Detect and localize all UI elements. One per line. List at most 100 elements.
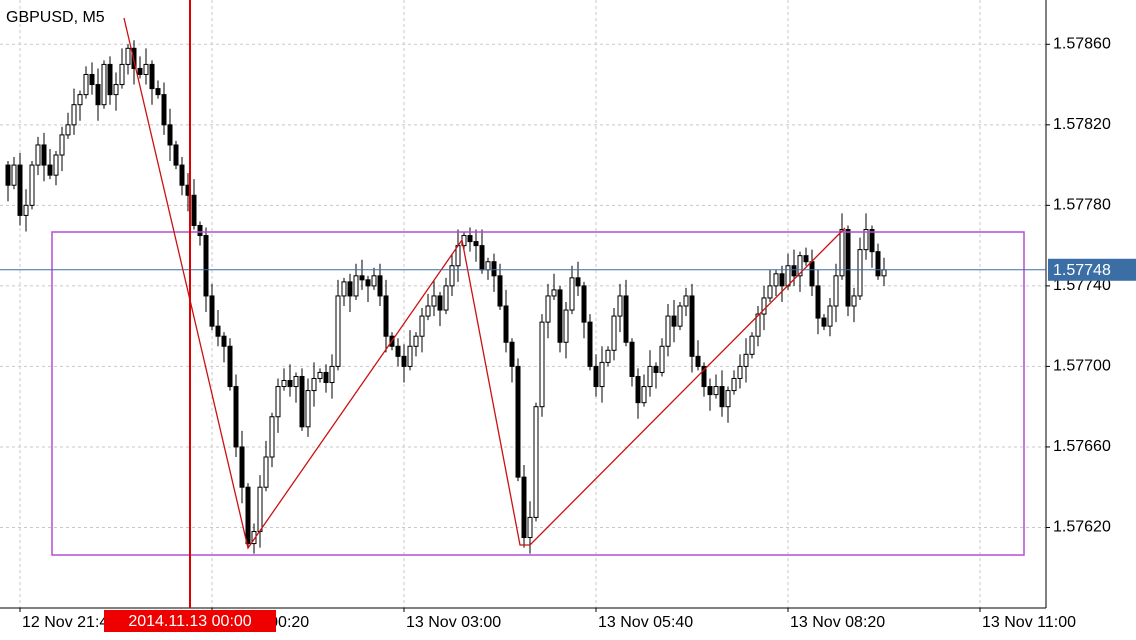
candle-body bbox=[701, 365, 707, 388]
y-tick-label: 1.57660 bbox=[1053, 438, 1111, 455]
candle-body bbox=[413, 335, 419, 347]
candle-body bbox=[653, 365, 659, 373]
candle-body bbox=[275, 386, 281, 418]
candle-body bbox=[689, 295, 695, 357]
candle-body bbox=[137, 67, 143, 75]
x-tick-label: 13 Nov 11:00 bbox=[982, 614, 1076, 631]
candle-body bbox=[293, 375, 299, 388]
candle-body bbox=[761, 297, 767, 315]
candle-body bbox=[551, 289, 557, 297]
candle-body bbox=[371, 275, 377, 287]
candle-body bbox=[563, 309, 569, 343]
candle-body bbox=[473, 241, 479, 247]
candle-body bbox=[179, 164, 185, 186]
candle-body bbox=[629, 341, 635, 377]
candle-body bbox=[311, 377, 317, 392]
x-tick-label: 12 Nov 21:40 bbox=[22, 614, 117, 631]
candle-body bbox=[449, 265, 455, 287]
x-tick-label: 13 Nov 08:20 bbox=[790, 614, 885, 631]
candle-body bbox=[509, 341, 515, 367]
candle-body bbox=[365, 279, 371, 287]
candle-body bbox=[245, 486, 251, 545]
candle-body bbox=[227, 345, 233, 388]
candle-body bbox=[143, 63, 149, 75]
candle-body bbox=[779, 273, 785, 287]
candle-body bbox=[77, 94, 83, 106]
candle-body bbox=[875, 251, 881, 277]
candle-body bbox=[407, 345, 413, 367]
candle-body bbox=[173, 144, 179, 166]
candle-body bbox=[29, 164, 35, 206]
candle-body bbox=[341, 281, 347, 297]
candle-body bbox=[17, 164, 23, 216]
candle-body bbox=[377, 275, 383, 297]
candle-body bbox=[359, 275, 365, 281]
candle-body bbox=[263, 456, 269, 488]
candle-body bbox=[815, 285, 821, 319]
candle-body bbox=[569, 277, 575, 311]
candle-body bbox=[737, 365, 743, 379]
candle-body bbox=[383, 295, 389, 337]
candle-body bbox=[269, 416, 275, 458]
candle-body bbox=[347, 281, 353, 297]
candle-body bbox=[287, 380, 293, 388]
candle-body bbox=[497, 275, 503, 307]
candle-body bbox=[401, 355, 407, 367]
candle-body bbox=[479, 245, 485, 271]
candle-body bbox=[809, 261, 815, 287]
candle-body bbox=[305, 390, 311, 428]
x-tick-label: 13 Nov 03:00 bbox=[406, 614, 501, 631]
candle-body bbox=[821, 317, 827, 327]
candle-body bbox=[503, 305, 509, 343]
candles bbox=[5, 40, 887, 554]
candle-body bbox=[53, 154, 59, 176]
candle-body bbox=[767, 285, 773, 299]
y-tick-label: 1.57620 bbox=[1053, 519, 1111, 536]
candle-body bbox=[281, 380, 287, 388]
x-tick-label: 13 Nov 05:40 bbox=[598, 614, 693, 631]
candle-body bbox=[419, 315, 425, 337]
y-tick-label: 1.57700 bbox=[1053, 358, 1111, 375]
candle-body bbox=[839, 229, 845, 277]
candle-body bbox=[773, 273, 779, 287]
candle-body bbox=[515, 365, 521, 478]
candle-body bbox=[857, 249, 863, 297]
candle-body bbox=[797, 255, 803, 277]
candle-body bbox=[671, 315, 677, 327]
range-rectangle bbox=[51, 231, 1025, 556]
candle-body bbox=[707, 386, 713, 396]
chart-title: GBPUSD, M5 bbox=[6, 9, 105, 26]
y-tick-label: 1.57820 bbox=[1053, 116, 1111, 133]
candle-body bbox=[611, 315, 617, 351]
candle-body bbox=[23, 204, 29, 216]
candle-body bbox=[35, 144, 41, 166]
candle-body bbox=[443, 285, 449, 311]
candle-body bbox=[851, 295, 857, 307]
candle-body bbox=[581, 285, 587, 323]
candle-body bbox=[191, 194, 197, 226]
candle-body bbox=[215, 325, 221, 337]
candle-body bbox=[155, 88, 161, 96]
candle-body bbox=[605, 349, 611, 363]
candle-body bbox=[791, 265, 797, 277]
candle-body bbox=[593, 365, 599, 388]
candle-body bbox=[47, 164, 53, 176]
candle-body bbox=[41, 144, 47, 166]
candle-body bbox=[881, 269, 887, 277]
candle-body bbox=[209, 295, 215, 327]
candle-body bbox=[101, 63, 107, 106]
candle-body bbox=[683, 295, 689, 307]
candle-body bbox=[725, 390, 731, 408]
candle-body bbox=[425, 305, 431, 317]
candle-body bbox=[863, 229, 869, 251]
candle-body bbox=[437, 295, 443, 311]
candle-body bbox=[59, 134, 65, 156]
candle-body bbox=[335, 295, 341, 367]
candle-body bbox=[485, 261, 491, 271]
candle-body bbox=[233, 386, 239, 448]
candle-body bbox=[431, 295, 437, 307]
candle-body bbox=[647, 365, 653, 388]
candle-body bbox=[95, 84, 101, 106]
